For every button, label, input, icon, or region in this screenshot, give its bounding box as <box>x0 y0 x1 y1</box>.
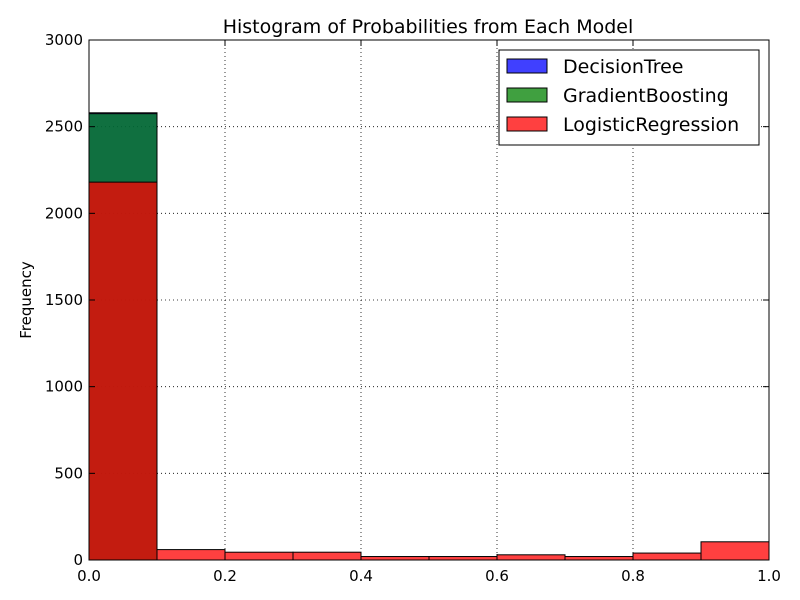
x-tick-label: 1.0 <box>757 567 781 585</box>
x-tick-label: 0.0 <box>77 567 101 585</box>
histogram-bars <box>88 112 770 561</box>
axis-ticks: 0.0 0.2 0.4 0.6 0.8 1.0 0 500 1000 1500 2000 2500 30… <box>45 31 781 585</box>
chart-title: Histogram of Probabilities from Each Mod… <box>223 16 634 38</box>
bar-logisticregression-bin-7 <box>564 556 634 561</box>
y-tick-label: 500 <box>54 464 83 482</box>
y-tick-label: 3000 <box>45 31 83 49</box>
x-tick-label: 0.4 <box>349 567 373 585</box>
y-axis-label: Frequency <box>17 261 35 339</box>
bar-logisticregression-bin-5 <box>428 556 498 561</box>
bar-logisticregression-bin-8 <box>632 552 702 561</box>
bar-logisticregression-bin-3 <box>292 551 362 561</box>
bar-logisticregression-bin-4 <box>360 556 430 561</box>
grid <box>89 40 769 560</box>
legend: DecisionTree GradientBoosting LogisticRegr… <box>498 49 760 146</box>
bar-logisticregression-bin-1 <box>156 549 226 561</box>
x-tick-label: 0.6 <box>485 567 509 585</box>
y-tick-label: 1500 <box>45 291 83 309</box>
bar-logisticregression-bin-0 <box>88 181 158 561</box>
y-tick-label: 2000 <box>45 204 83 222</box>
x-tick-label: 0.2 <box>213 567 237 585</box>
y-tick-label: 0 <box>73 551 83 569</box>
y-tick-label: 2500 <box>45 118 83 136</box>
bar-logisticregression-bin-6 <box>496 554 566 561</box>
legend-label-decisiontree: DecisionTree <box>563 56 683 78</box>
y-tick-label: 1000 <box>45 378 83 396</box>
legend-label-logisticregression: LogisticRegression <box>563 114 739 136</box>
legend-label-gradientboosting: GradientBoosting <box>563 85 729 107</box>
legend-swatch-decisiontree <box>506 58 548 74</box>
bar-logisticregression-bin-2 <box>224 551 294 561</box>
legend-swatch-gradientboosting <box>506 87 548 103</box>
legend-swatch-logisticregression <box>506 116 548 132</box>
bar-logisticregression-bin-9 <box>700 541 770 561</box>
x-tick-label: 0.8 <box>621 567 645 585</box>
